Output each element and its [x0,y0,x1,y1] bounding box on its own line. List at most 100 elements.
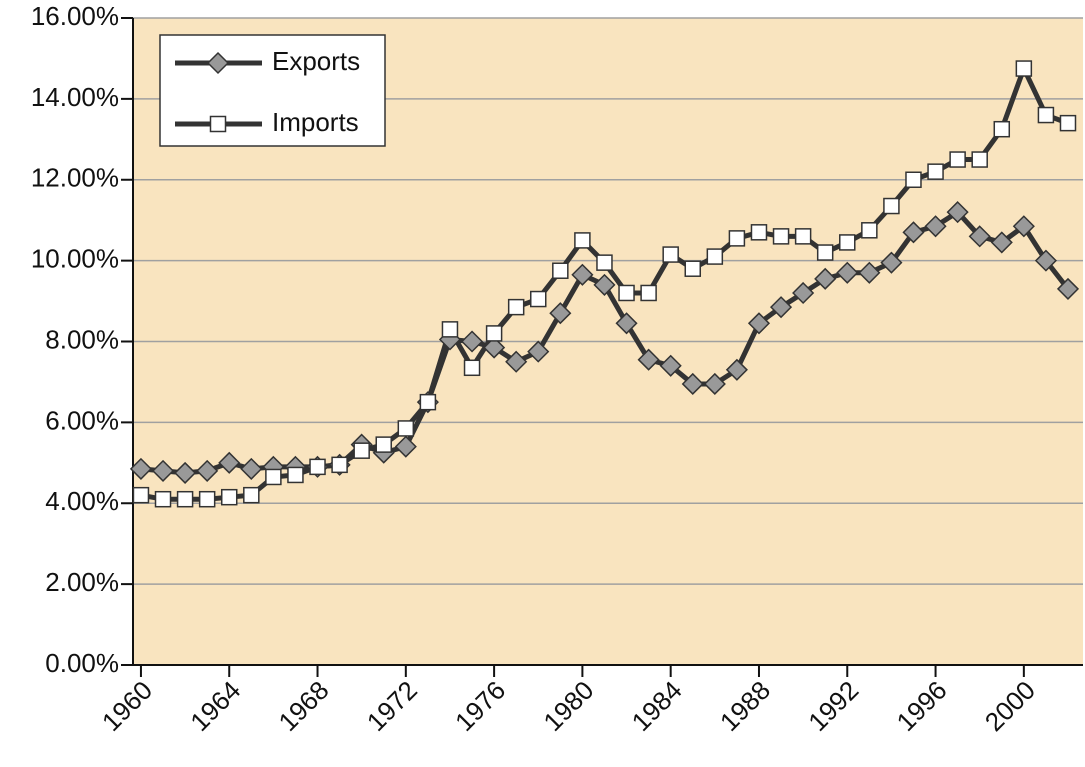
marker [530,290,547,308]
marker [419,393,437,411]
marker [618,284,635,302]
legend-marker [209,115,227,133]
legend-label: Imports [272,107,359,137]
marker [703,372,726,396]
x-tick-label: 1988 [714,675,776,737]
marker [196,459,219,482]
marker [706,248,724,265]
marker [463,359,481,377]
marker [176,490,194,508]
marker [725,358,748,381]
marker [927,163,944,180]
marker [993,120,1011,138]
marker [220,488,238,506]
marker [1059,114,1077,132]
marker [728,230,746,247]
marker [287,466,304,484]
marker [905,171,922,188]
marker [507,298,525,316]
marker [640,284,657,302]
x-tick-label: 1984 [626,675,688,737]
marker [243,486,260,504]
marker [441,321,459,338]
marker [353,442,370,459]
marker [615,312,638,335]
marker [792,281,815,305]
marker [684,260,702,277]
marker [769,296,793,319]
marker [861,222,878,239]
y-tick-label: 2.00% [45,567,119,597]
marker [747,312,771,335]
marker [549,302,572,325]
x-tick-label: 1968 [273,675,335,737]
marker [485,325,503,342]
y-tick-label: 0.00% [45,648,119,678]
marker [574,232,591,249]
marker [659,354,682,377]
marker [154,490,172,508]
marker [968,225,991,248]
marker [394,435,417,458]
marker [858,261,881,284]
marker [174,461,197,484]
marker [309,458,326,476]
marker [839,234,856,251]
x-tick-label: 1992 [802,675,864,737]
marker [772,228,790,245]
marker [816,244,834,261]
marker [1015,60,1033,77]
y-tick-label: 4.00% [45,486,119,516]
marker [1012,215,1035,238]
marker [836,261,859,284]
y-tick-label: 14.00% [31,82,119,112]
legend-marker [206,51,230,75]
y-tick-label: 12.00% [31,163,119,193]
marker [1037,106,1055,124]
marker [218,451,241,474]
y-tick-label: 16.00% [31,1,119,31]
marker [132,486,150,504]
marker [681,372,704,396]
marker [552,262,569,279]
x-tick-label: 1972 [361,675,423,737]
marker [949,151,966,168]
y-tick-label: 10.00% [31,244,119,274]
marker [596,254,613,271]
marker [637,348,660,371]
marker [483,336,506,359]
marker [880,251,903,274]
marker [924,215,947,238]
marker [265,468,282,486]
marker [593,273,616,296]
marker [1056,277,1080,300]
marker [151,459,175,482]
marker [198,490,216,508]
marker [1034,249,1057,272]
marker [505,350,528,373]
marker [946,201,969,224]
marker [397,420,415,437]
marker [990,231,1013,254]
legend-box [159,34,386,147]
marker [240,457,263,480]
marker [460,330,484,353]
y-tick-label: 8.00% [45,324,119,354]
marker [331,456,348,474]
x-tick-label: 2000 [979,675,1041,737]
x-tick-label: 1980 [537,675,599,737]
marker [571,263,594,286]
x-tick-label: 1960 [96,675,158,737]
marker [971,151,988,168]
x-tick-label: 1976 [449,675,511,737]
marker [527,340,550,363]
y-tick-label: 6.00% [45,405,119,435]
marker [902,221,925,244]
marker [129,457,153,480]
marker [375,436,392,453]
marker [750,224,768,241]
marker [814,267,837,290]
marker [794,228,812,245]
